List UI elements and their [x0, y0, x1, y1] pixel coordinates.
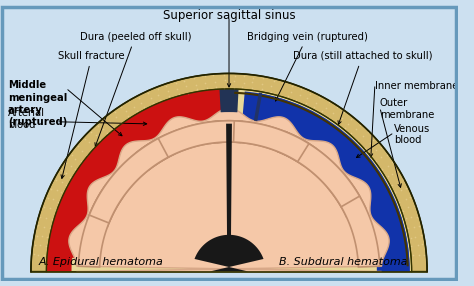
Polygon shape	[226, 124, 232, 243]
Wedge shape	[46, 89, 411, 271]
Text: A. Epidural hematoma: A. Epidural hematoma	[39, 257, 164, 267]
Polygon shape	[136, 121, 234, 170]
Polygon shape	[78, 185, 123, 267]
Text: Superior sagittal sinus: Superior sagittal sinus	[163, 9, 295, 22]
Text: Arterial
blood: Arterial blood	[8, 108, 45, 130]
Text: Dura (still attached to skull): Dura (still attached to skull)	[292, 51, 432, 124]
Polygon shape	[277, 132, 365, 217]
Polygon shape	[216, 121, 316, 165]
Wedge shape	[47, 89, 229, 258]
Text: B. Subdural hematoma: B. Subdural hematoma	[279, 257, 407, 267]
Wedge shape	[255, 94, 410, 271]
Polygon shape	[208, 121, 309, 162]
Wedge shape	[219, 89, 238, 112]
Text: Skull fracture: Skull fracture	[58, 51, 125, 178]
Text: Venous
blood: Venous blood	[394, 124, 430, 145]
Wedge shape	[31, 74, 427, 271]
Polygon shape	[89, 138, 168, 223]
Wedge shape	[46, 92, 201, 271]
Text: Outer
membrane: Outer membrane	[380, 98, 434, 120]
Polygon shape	[143, 121, 242, 165]
Polygon shape	[328, 175, 380, 267]
Text: Inner membrane: Inner membrane	[375, 81, 458, 91]
Text: Dura (peeled off skull): Dura (peeled off skull)	[80, 31, 191, 146]
Polygon shape	[277, 132, 360, 207]
Polygon shape	[69, 108, 389, 271]
Wedge shape	[242, 92, 410, 271]
Text: Middle
meningeal
artery
(ruptured): Middle meningeal artery (ruptured)	[8, 80, 67, 127]
Polygon shape	[87, 135, 174, 227]
Text: Bridging vein (ruptured): Bridging vein (ruptured)	[247, 31, 368, 101]
Polygon shape	[194, 235, 264, 271]
